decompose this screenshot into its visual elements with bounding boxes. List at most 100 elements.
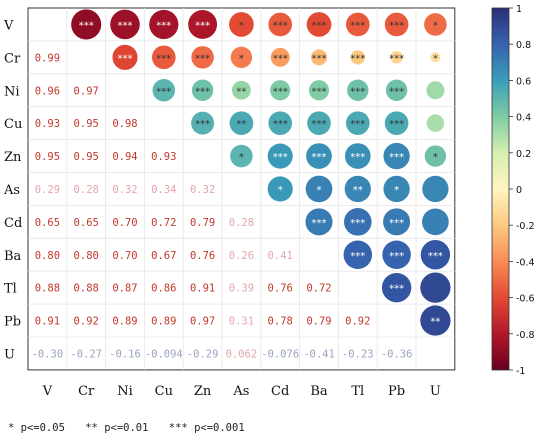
colorbar-tick-label: -0.4 xyxy=(516,257,535,268)
value-label: 0.89 xyxy=(112,316,137,328)
value-label: -0.16 xyxy=(109,348,141,360)
significance-stars: *** xyxy=(312,86,327,97)
value-label: 0.95 xyxy=(35,151,60,163)
value-label: 0.96 xyxy=(35,85,60,97)
significance-stars: *** xyxy=(312,119,327,130)
correlation-circle xyxy=(424,13,447,36)
value-label: 0.92 xyxy=(345,316,370,328)
value-label: -0.076 xyxy=(261,348,299,360)
significance-stars: ** xyxy=(236,119,246,130)
correlation-circle xyxy=(343,208,372,236)
value-label: -0.36 xyxy=(381,348,413,360)
x-tick-label: Pb xyxy=(388,384,405,399)
correlation-circle xyxy=(307,111,331,135)
note-p001: *** p<=0.001 xyxy=(168,422,245,434)
significance-note: * p<=0.05 ** p<=0.01 *** p<=0.001 xyxy=(8,422,259,434)
value-label: 0.32 xyxy=(190,184,215,196)
significance-stars: *** xyxy=(389,20,404,31)
significance-stars: * xyxy=(239,20,244,31)
significance-stars: *** xyxy=(312,53,327,64)
correlation-circle xyxy=(149,9,179,40)
correlation-circle xyxy=(384,111,409,135)
correlation-circle xyxy=(267,143,293,169)
note-p05: * p<=0.05 xyxy=(8,422,65,434)
correlation-circle xyxy=(344,143,371,169)
correlation-circle xyxy=(384,12,409,37)
correlation-circle xyxy=(268,111,293,135)
correlation-circle xyxy=(267,176,293,202)
significance-stars: * xyxy=(317,185,322,196)
x-tick-label: Cr xyxy=(78,384,95,399)
value-label: 0.86 xyxy=(151,283,176,295)
significance-stars: *** xyxy=(195,119,210,130)
value-label: 0.93 xyxy=(151,151,176,163)
value-label: 0.79 xyxy=(190,217,215,229)
significance-stars: *** xyxy=(312,20,327,31)
x-tick-label: V xyxy=(42,384,53,399)
colorbar-tick-label: -0.6 xyxy=(516,294,535,305)
x-tick-label: Ni xyxy=(117,384,133,399)
significance-stars: *** xyxy=(350,86,365,97)
colorbar-tick-label: 0.6 xyxy=(516,76,531,87)
value-label: 0.65 xyxy=(35,217,60,229)
value-label: 0.89 xyxy=(151,316,176,328)
value-label: 0.97 xyxy=(74,85,99,97)
x-tick-label: Cd xyxy=(271,384,289,399)
correlation-circle xyxy=(152,78,176,102)
value-label: 0.72 xyxy=(151,217,176,229)
value-label: 0.94 xyxy=(112,151,137,163)
y-tick-label: As xyxy=(3,183,20,198)
correlation-circle xyxy=(188,10,218,39)
correlation-circle xyxy=(231,80,251,100)
correlation-circle xyxy=(420,305,451,336)
value-label: 0.93 xyxy=(35,118,60,130)
significance-stars: *** xyxy=(350,53,365,64)
value-label: 0.39 xyxy=(229,283,254,295)
y-tick-label: Tl xyxy=(4,282,17,297)
value-label: 0.41 xyxy=(268,250,293,262)
significance-stars: *** xyxy=(389,251,404,262)
correlation-circle xyxy=(191,111,215,135)
value-label: 0.28 xyxy=(74,184,99,196)
significance-stars: *** xyxy=(195,53,210,64)
correlation-circle xyxy=(381,272,412,303)
significance-stars: *** xyxy=(156,20,171,31)
significance-stars: *** xyxy=(312,152,327,163)
correlation-circle xyxy=(424,145,447,167)
significance-stars: *** xyxy=(273,152,288,163)
correlation-circle xyxy=(343,240,373,270)
significance-stars: *** xyxy=(350,152,365,163)
y-axis-labels: V Cr Ni Cu Zn As Cd Ba Tl Pb U xyxy=(3,18,22,362)
colorbar-tick-label: -0.8 xyxy=(516,330,535,341)
value-label: 0.91 xyxy=(190,283,215,295)
correlation-circle xyxy=(422,175,449,203)
correlation-circle xyxy=(270,47,290,67)
value-label: 0.95 xyxy=(74,151,99,163)
significance-stars: *** xyxy=(79,20,94,31)
significance-stars: * xyxy=(239,53,244,64)
significance-stars: *** xyxy=(195,86,210,97)
significance-stars: * xyxy=(433,152,438,163)
significance-stars: *** xyxy=(156,86,171,97)
correlation-circle xyxy=(230,144,253,168)
significance-stars: * xyxy=(433,20,438,31)
correlation-circle xyxy=(345,12,370,37)
correlation-circle xyxy=(305,208,333,236)
y-tick-label: U xyxy=(4,347,15,362)
significance-stars: *** xyxy=(350,251,365,262)
colorbar-tick-label: -0.2 xyxy=(516,221,535,232)
significance-stars: *** xyxy=(273,53,288,64)
value-label: -0.29 xyxy=(187,348,219,360)
correlation-circle xyxy=(420,272,451,303)
significance-stars: *** xyxy=(389,119,404,130)
value-label: 0.32 xyxy=(112,184,137,196)
correlation-circle xyxy=(151,45,176,70)
correlation-circle xyxy=(350,50,365,65)
correlation-circle xyxy=(426,81,445,100)
significance-stars: *** xyxy=(389,152,404,163)
value-label: 0.76 xyxy=(190,250,215,262)
correlation-circle xyxy=(305,175,333,203)
value-label: 0.78 xyxy=(268,316,293,328)
correlation-circle xyxy=(311,49,327,66)
y-tick-label: Zn xyxy=(4,150,22,165)
